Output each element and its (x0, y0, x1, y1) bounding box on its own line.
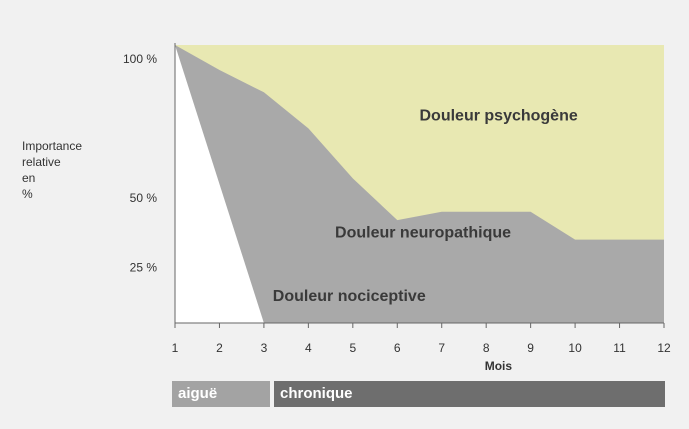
area-nociceptive (175, 45, 264, 323)
x-tick-label: 1 (172, 341, 179, 355)
x-tick-label: 4 (305, 341, 312, 355)
y-tick-label: 100 % (123, 52, 157, 66)
label-psychogene: Douleur psychogène (420, 108, 578, 125)
y-axis-label-line: en (22, 171, 36, 185)
x-tick-label: 2 (216, 341, 223, 355)
x-tick-label: 11 (613, 341, 626, 355)
area-neuropathique (175, 45, 664, 323)
y-tick-label: 50 % (130, 191, 158, 205)
x-tick-label: 9 (527, 341, 534, 355)
y-axis-label-line: % (22, 187, 33, 201)
y-axis-label: Importance relative en % (22, 138, 82, 202)
phase-bar-acute: aiguë (172, 381, 270, 407)
y-axis-label-line: relative (22, 155, 61, 169)
x-axis-title: Mois (485, 359, 513, 373)
phase-bar-chronic: chronique (274, 381, 665, 407)
x-tick-label: 5 (349, 341, 356, 355)
x-tick-label: 6 (394, 341, 401, 355)
x-tick-label: 3 (261, 341, 268, 355)
x-tick-label: 10 (568, 341, 582, 355)
x-tick-label: 12 (657, 341, 671, 355)
label-neuropathique: Douleur neuropathique (335, 224, 511, 241)
x-tick-label: 7 (438, 341, 445, 355)
y-tick-label: 25 % (130, 261, 158, 275)
x-tick-label: 8 (483, 341, 490, 355)
y-axis-label-line: Importance (22, 139, 83, 153)
label-nociceptive: Douleur nociceptive (273, 288, 426, 305)
